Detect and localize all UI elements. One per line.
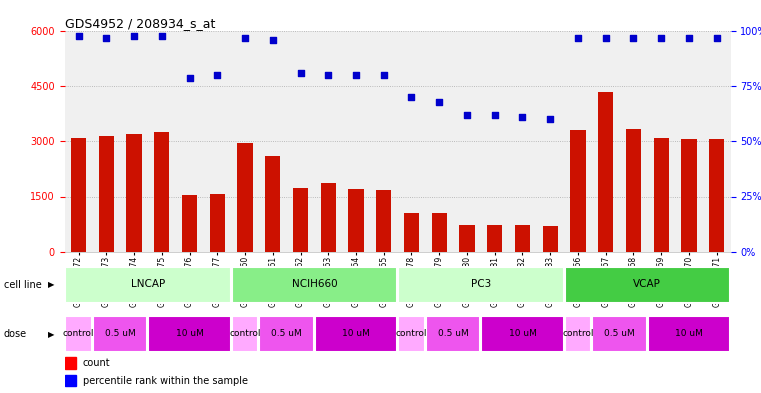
Bar — [570, 130, 586, 252]
Point — [322, 72, 334, 79]
Text: ▶: ▶ — [48, 330, 55, 338]
Text: NCIH660: NCIH660 — [291, 279, 337, 289]
Point — [72, 33, 84, 39]
Bar — [565, 267, 730, 303]
Bar — [543, 226, 558, 252]
Text: ▶: ▶ — [48, 281, 55, 289]
Bar — [404, 213, 419, 252]
Point — [433, 99, 445, 105]
Point — [711, 35, 723, 41]
Bar — [293, 188, 308, 252]
Text: 10 uM: 10 uM — [342, 329, 370, 338]
Bar — [260, 316, 314, 352]
Bar — [231, 267, 397, 303]
Text: LNCAP: LNCAP — [131, 279, 165, 289]
Bar — [65, 357, 76, 369]
Bar — [231, 316, 258, 352]
Bar — [482, 316, 564, 352]
Text: control: control — [229, 329, 261, 338]
Point — [627, 35, 639, 41]
Text: VCAP: VCAP — [633, 279, 661, 289]
Bar — [654, 138, 669, 252]
Bar — [265, 156, 280, 252]
Bar — [209, 194, 225, 252]
Point — [266, 37, 279, 43]
Text: control: control — [562, 329, 594, 338]
Bar — [126, 134, 142, 252]
Point — [572, 35, 584, 41]
Bar — [426, 316, 480, 352]
Point — [156, 33, 168, 39]
Point — [655, 35, 667, 41]
Point — [239, 35, 251, 41]
Bar — [592, 316, 647, 352]
Text: percentile rank within the sample: percentile rank within the sample — [83, 376, 248, 386]
Text: 10 uM: 10 uM — [675, 329, 703, 338]
Text: PC3: PC3 — [471, 279, 491, 289]
Bar — [65, 375, 76, 386]
Bar — [398, 267, 564, 303]
Bar — [648, 316, 730, 352]
Point — [183, 75, 196, 81]
Bar — [565, 316, 591, 352]
Bar — [626, 129, 641, 252]
Point — [100, 35, 113, 41]
Text: 0.5 uM: 0.5 uM — [604, 329, 635, 338]
Text: dose: dose — [4, 329, 27, 339]
Bar — [598, 92, 613, 252]
Bar — [65, 267, 231, 303]
Text: 10 uM: 10 uM — [508, 329, 537, 338]
Bar — [71, 138, 86, 252]
Point — [461, 112, 473, 118]
Point — [377, 72, 390, 79]
Point — [212, 72, 224, 79]
Text: cell line: cell line — [4, 280, 42, 290]
Point — [489, 112, 501, 118]
Text: control: control — [396, 329, 427, 338]
Bar — [93, 316, 148, 352]
Bar — [320, 183, 336, 252]
Point — [600, 35, 612, 41]
Point — [295, 70, 307, 76]
Bar — [487, 225, 502, 252]
Point — [128, 33, 140, 39]
Bar — [681, 139, 696, 252]
Bar — [515, 225, 530, 252]
Bar — [315, 316, 397, 352]
Bar — [460, 225, 475, 252]
Point — [406, 94, 418, 101]
Text: 0.5 uM: 0.5 uM — [438, 329, 469, 338]
Bar — [376, 190, 391, 252]
Bar — [398, 316, 425, 352]
Text: GDS4952 / 208934_s_at: GDS4952 / 208934_s_at — [65, 17, 215, 30]
Point — [544, 116, 556, 123]
Point — [683, 35, 695, 41]
Bar — [349, 189, 364, 252]
Point — [350, 72, 362, 79]
Bar — [237, 143, 253, 252]
Bar — [182, 195, 197, 252]
Bar — [65, 316, 92, 352]
Text: 10 uM: 10 uM — [176, 329, 203, 338]
Bar — [154, 132, 170, 252]
Bar — [99, 136, 114, 252]
Text: 0.5 uM: 0.5 uM — [105, 329, 135, 338]
Bar — [148, 316, 231, 352]
Bar — [431, 213, 447, 252]
Text: count: count — [83, 358, 110, 368]
Bar — [709, 139, 724, 252]
Point — [517, 114, 529, 120]
Text: 0.5 uM: 0.5 uM — [271, 329, 302, 338]
Text: control: control — [63, 329, 94, 338]
